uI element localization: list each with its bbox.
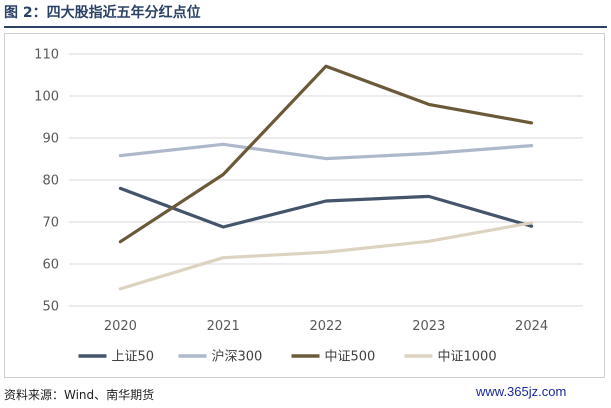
y-tick-label: 70 — [42, 216, 59, 231]
x-tick-label: 2023 — [412, 319, 445, 334]
y-tick-label: 60 — [42, 258, 59, 273]
legend-item: 中证500 — [291, 350, 376, 365]
series-line-0 — [118, 186, 534, 229]
y-tick-label: 90 — [42, 132, 59, 147]
y-tick-label: 50 — [42, 300, 59, 315]
chart-frame: 50 60 70 80 90 100 110 2020 2021 2022 2023 2024 上证… — [4, 33, 605, 378]
legend-label: 上证50 — [112, 350, 155, 365]
x-tick-label: 2020 — [104, 319, 137, 334]
y-tick-label: 100 — [34, 90, 59, 105]
legend-label: 中证1000 — [438, 350, 497, 365]
x-tick-label: 2022 — [309, 319, 342, 334]
x-tick-label: 2024 — [515, 319, 548, 334]
legend: 上证50 沪深300 中证500 中证1000 — [78, 349, 497, 365]
legend-label: 沪深300 — [212, 349, 263, 365]
series-line-2 — [118, 64, 534, 244]
legend-item: 沪深300 — [178, 349, 263, 365]
title-rule — [4, 26, 607, 28]
legend-item: 上证50 — [78, 350, 155, 365]
y-tick-label: 110 — [34, 48, 59, 63]
series-line-1 — [118, 142, 534, 161]
x-axis-ticks: 2020 2021 2022 2023 2024 — [104, 319, 548, 334]
legend-label: 中证500 — [325, 350, 376, 365]
watermark: www.365jz.com — [476, 384, 567, 399]
series-lines — [118, 64, 534, 291]
x-tick-label: 2021 — [207, 319, 240, 334]
line-chart: 50 60 70 80 90 100 110 2020 2021 2022 2023 2024 上证… — [34, 48, 583, 365]
source-note: 资料来源：Wind、南华期货 — [4, 388, 155, 402]
legend-item: 中证1000 — [404, 350, 497, 365]
series-line-3 — [118, 221, 534, 291]
gridlines — [69, 53, 583, 307]
y-axis-ticks: 50 60 70 80 90 100 110 — [34, 48, 59, 315]
figure-title: 图 2：四大股指近五年分红点位 — [4, 5, 201, 21]
y-tick-label: 80 — [42, 174, 59, 189]
